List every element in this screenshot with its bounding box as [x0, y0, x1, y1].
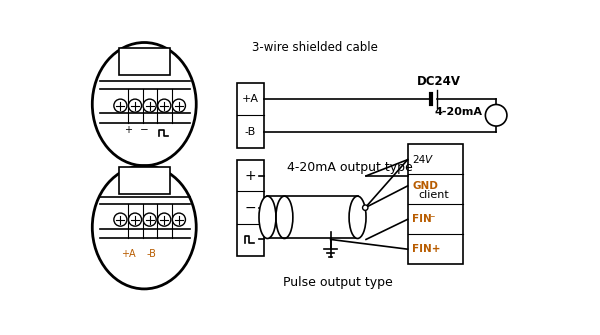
- Text: +A: +A: [121, 249, 136, 259]
- Text: +: +: [244, 169, 256, 183]
- Text: ⁻: ⁻: [429, 214, 434, 224]
- Ellipse shape: [92, 166, 196, 289]
- Circle shape: [172, 99, 185, 112]
- Text: Pulse output type: Pulse output type: [283, 276, 393, 289]
- Ellipse shape: [349, 196, 366, 239]
- Circle shape: [114, 99, 127, 112]
- Text: −: −: [140, 125, 149, 135]
- Bar: [119, 167, 170, 194]
- Circle shape: [172, 213, 185, 226]
- Text: 4-20mA: 4-20mA: [434, 107, 482, 117]
- Text: GND: GND: [412, 181, 438, 191]
- Text: +A: +A: [242, 94, 259, 104]
- Bar: [236, 82, 263, 148]
- Circle shape: [143, 99, 156, 112]
- Bar: [119, 48, 170, 75]
- Text: 3-wire shielded cable: 3-wire shielded cable: [252, 42, 378, 54]
- Text: +: +: [124, 125, 132, 135]
- Circle shape: [114, 213, 127, 226]
- Circle shape: [128, 213, 142, 226]
- Bar: [236, 159, 263, 256]
- Text: A: A: [491, 109, 501, 122]
- Text: 24: 24: [412, 155, 425, 165]
- Ellipse shape: [259, 196, 276, 239]
- Circle shape: [128, 99, 142, 112]
- Circle shape: [143, 213, 156, 226]
- Text: -B: -B: [146, 249, 156, 259]
- Ellipse shape: [92, 43, 196, 166]
- Text: -B: -B: [245, 127, 256, 137]
- Bar: [407, 144, 463, 264]
- Text: −: −: [244, 201, 256, 215]
- Text: FIN: FIN: [412, 214, 432, 224]
- Circle shape: [158, 213, 171, 226]
- Text: V: V: [425, 155, 431, 165]
- Circle shape: [158, 99, 171, 112]
- Text: client: client: [418, 191, 449, 200]
- Text: FIN+: FIN+: [412, 244, 441, 254]
- Circle shape: [362, 205, 368, 210]
- Text: DC24V: DC24V: [416, 75, 460, 88]
- Circle shape: [485, 105, 507, 126]
- Text: 4-20mA output type: 4-20mA output type: [287, 161, 413, 174]
